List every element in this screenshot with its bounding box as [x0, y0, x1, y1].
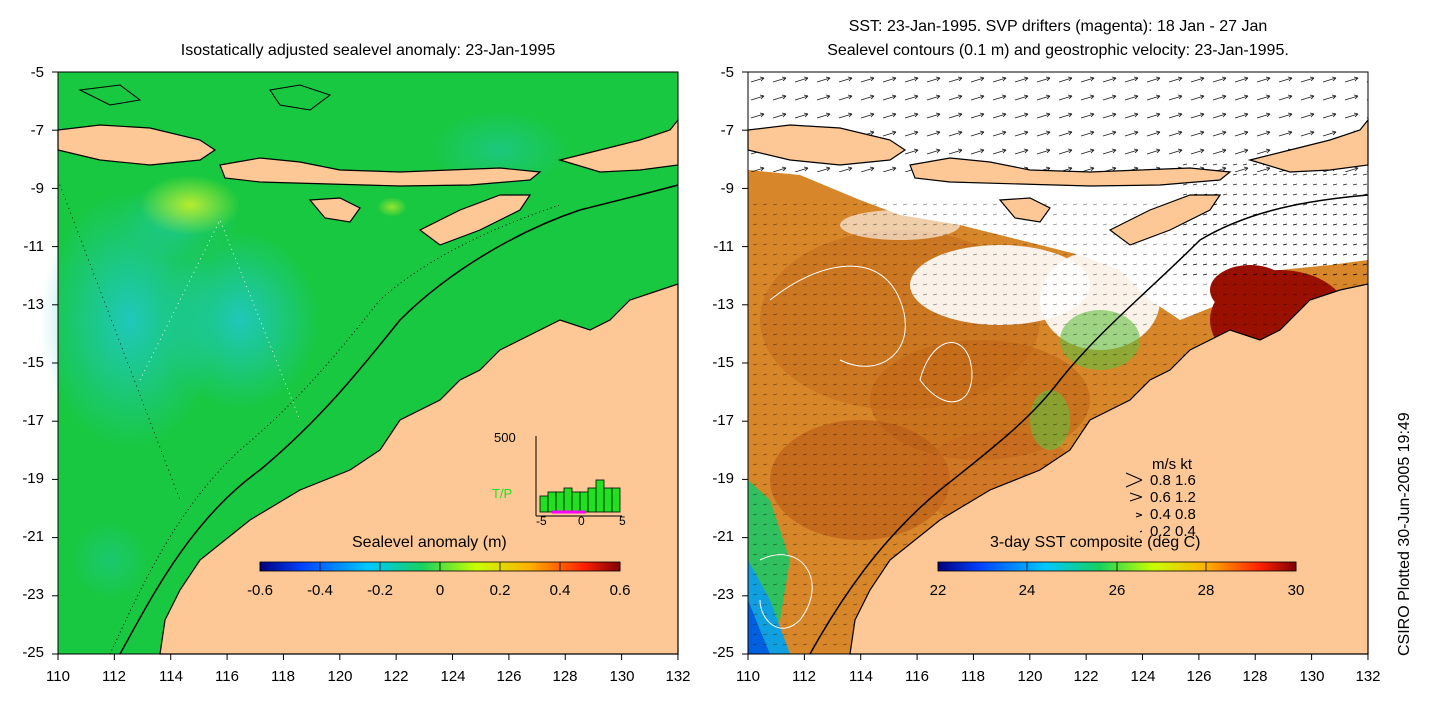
colorbar-tick-label: -0.6: [247, 582, 273, 599]
x-tick-label: 116: [905, 668, 929, 685]
velocity-legend-row: 0.4 0.8: [1150, 506, 1196, 523]
colorbar-tick-label: 0.6: [609, 582, 631, 599]
y-tick-label: -13: [712, 296, 734, 313]
x-tick-label: 110: [46, 668, 70, 685]
y-tick-label: -25: [22, 644, 44, 661]
left-timor-land: [418, 194, 532, 246]
y-tick-label: -7: [30, 122, 44, 139]
velocity-legend-row: 0.6 1.2: [1150, 489, 1196, 506]
left-panel-title: Isostatically adjusted sealevel anomaly:…: [180, 42, 556, 59]
histogram-bar: [587, 487, 597, 513]
plot-credit: CSIRO Plotted 30-Jun-2005 19:49: [1396, 412, 1413, 656]
x-tick-label: 120: [327, 668, 353, 685]
colorbar-tick-label: 0: [435, 582, 445, 599]
velocity-legend-row: 0.8 1.6: [1150, 472, 1196, 489]
y-tick-label: -19: [712, 470, 734, 487]
velocity-legend-arrows: [1125, 472, 1143, 533]
histogram-bar: [547, 491, 557, 513]
right-map: [747, 71, 1369, 655]
colorbar-tick-label: -0.4: [307, 582, 333, 599]
x-tick-label: 128: [1242, 668, 1268, 685]
right-panel-title-line2: Sealevel contours (0.1 m) and geostrophi…: [827, 42, 1289, 59]
left-java-land: [57, 124, 217, 166]
x-tick-label: 116: [215, 668, 239, 685]
y-tick-label: -21: [22, 528, 44, 545]
right-colorbar-title: 3-day SST composite (deg C): [990, 534, 1201, 551]
histogram-bar: [579, 491, 589, 513]
inset-x-tick: 0: [578, 514, 585, 528]
velocity-legend-header: m/s kt: [1152, 456, 1192, 473]
x-tick-label: 130: [1299, 668, 1325, 685]
x-tick-label: 110: [736, 668, 760, 685]
x-tick-label: 128: [552, 668, 578, 685]
y-tick-label: -11: [713, 238, 734, 255]
inset-x-tick: 5: [619, 514, 626, 528]
left-colorbar-title: Sealevel anomaly (m): [352, 534, 507, 551]
y-tick-label: -25: [712, 644, 734, 661]
inset-x-tick: -5: [536, 514, 547, 528]
histogram-bar: [603, 487, 613, 513]
y-tick-label: -13: [22, 296, 44, 313]
histogram-bar: [611, 487, 621, 513]
x-tick-label: 126: [496, 668, 522, 685]
x-tick-label: 122: [1073, 668, 1099, 685]
y-tick-label: -17: [22, 412, 44, 429]
x-tick-label: 124: [440, 668, 466, 685]
colorbar-tick-label: 0.2: [489, 582, 511, 599]
y-tick-label: -21: [712, 528, 734, 545]
x-tick-label: 124: [1130, 668, 1156, 685]
y-tick-label: -9: [720, 180, 734, 197]
inset-series-label: T/P: [492, 486, 513, 501]
colorbar-tick-label: 0.4: [549, 582, 571, 599]
x-tick-label: 112: [792, 668, 816, 685]
y-tick-label: -5: [720, 64, 734, 81]
y-tick-label: -5: [30, 64, 44, 81]
histogram-bar: [555, 491, 565, 513]
colorbar-tick-label: 22: [929, 582, 947, 599]
right-panel-title-line1: SST: 23-Jan-1995. SVP drifters (magenta)…: [848, 18, 1268, 35]
x-tick-label: 122: [383, 668, 409, 685]
colorbar-tick-label: 26: [1108, 582, 1126, 599]
x-tick-label: 130: [609, 668, 635, 685]
y-tick-label: -11: [23, 238, 44, 255]
x-tick-label: 132: [665, 668, 691, 685]
y-tick-label: -15: [22, 354, 44, 371]
y-tick-label: -23: [22, 586, 44, 603]
x-tick-label: 120: [1017, 668, 1043, 685]
x-tick-label: 118: [961, 668, 985, 685]
inset-histogram: [535, 436, 622, 517]
right-australia-land: [849, 283, 1369, 655]
colorbar-tick-label: 28: [1197, 582, 1215, 599]
histogram-bar: [539, 495, 549, 513]
velocity-legend-row: 0.2 0.4: [1150, 523, 1196, 540]
histogram-bar: [595, 479, 605, 513]
x-tick-label: 114: [159, 668, 183, 685]
y-tick-label: -7: [720, 122, 734, 139]
y-tick-label: -9: [30, 180, 44, 197]
colorbar-tick-label: -0.2: [367, 582, 393, 599]
inset-ymax-label: 500: [494, 430, 516, 445]
x-tick-label: 126: [1186, 668, 1212, 685]
y-tick-label: -15: [712, 354, 734, 371]
colorbar-tick-label: 30: [1287, 582, 1305, 599]
colorbar-tick-label: 24: [1018, 582, 1036, 599]
y-tick-label: -23: [712, 586, 734, 603]
x-tick-label: 114: [849, 668, 873, 685]
x-tick-label: 118: [271, 668, 295, 685]
y-tick-label: -17: [712, 412, 734, 429]
left-map: [40, 71, 679, 655]
histogram-bar: [563, 487, 573, 513]
x-tick-label: 132: [1355, 668, 1381, 685]
x-tick-label: 112: [102, 668, 126, 685]
y-tick-label: -19: [22, 470, 44, 487]
histogram-bar: [571, 491, 581, 513]
left-australia-land: [159, 283, 679, 655]
